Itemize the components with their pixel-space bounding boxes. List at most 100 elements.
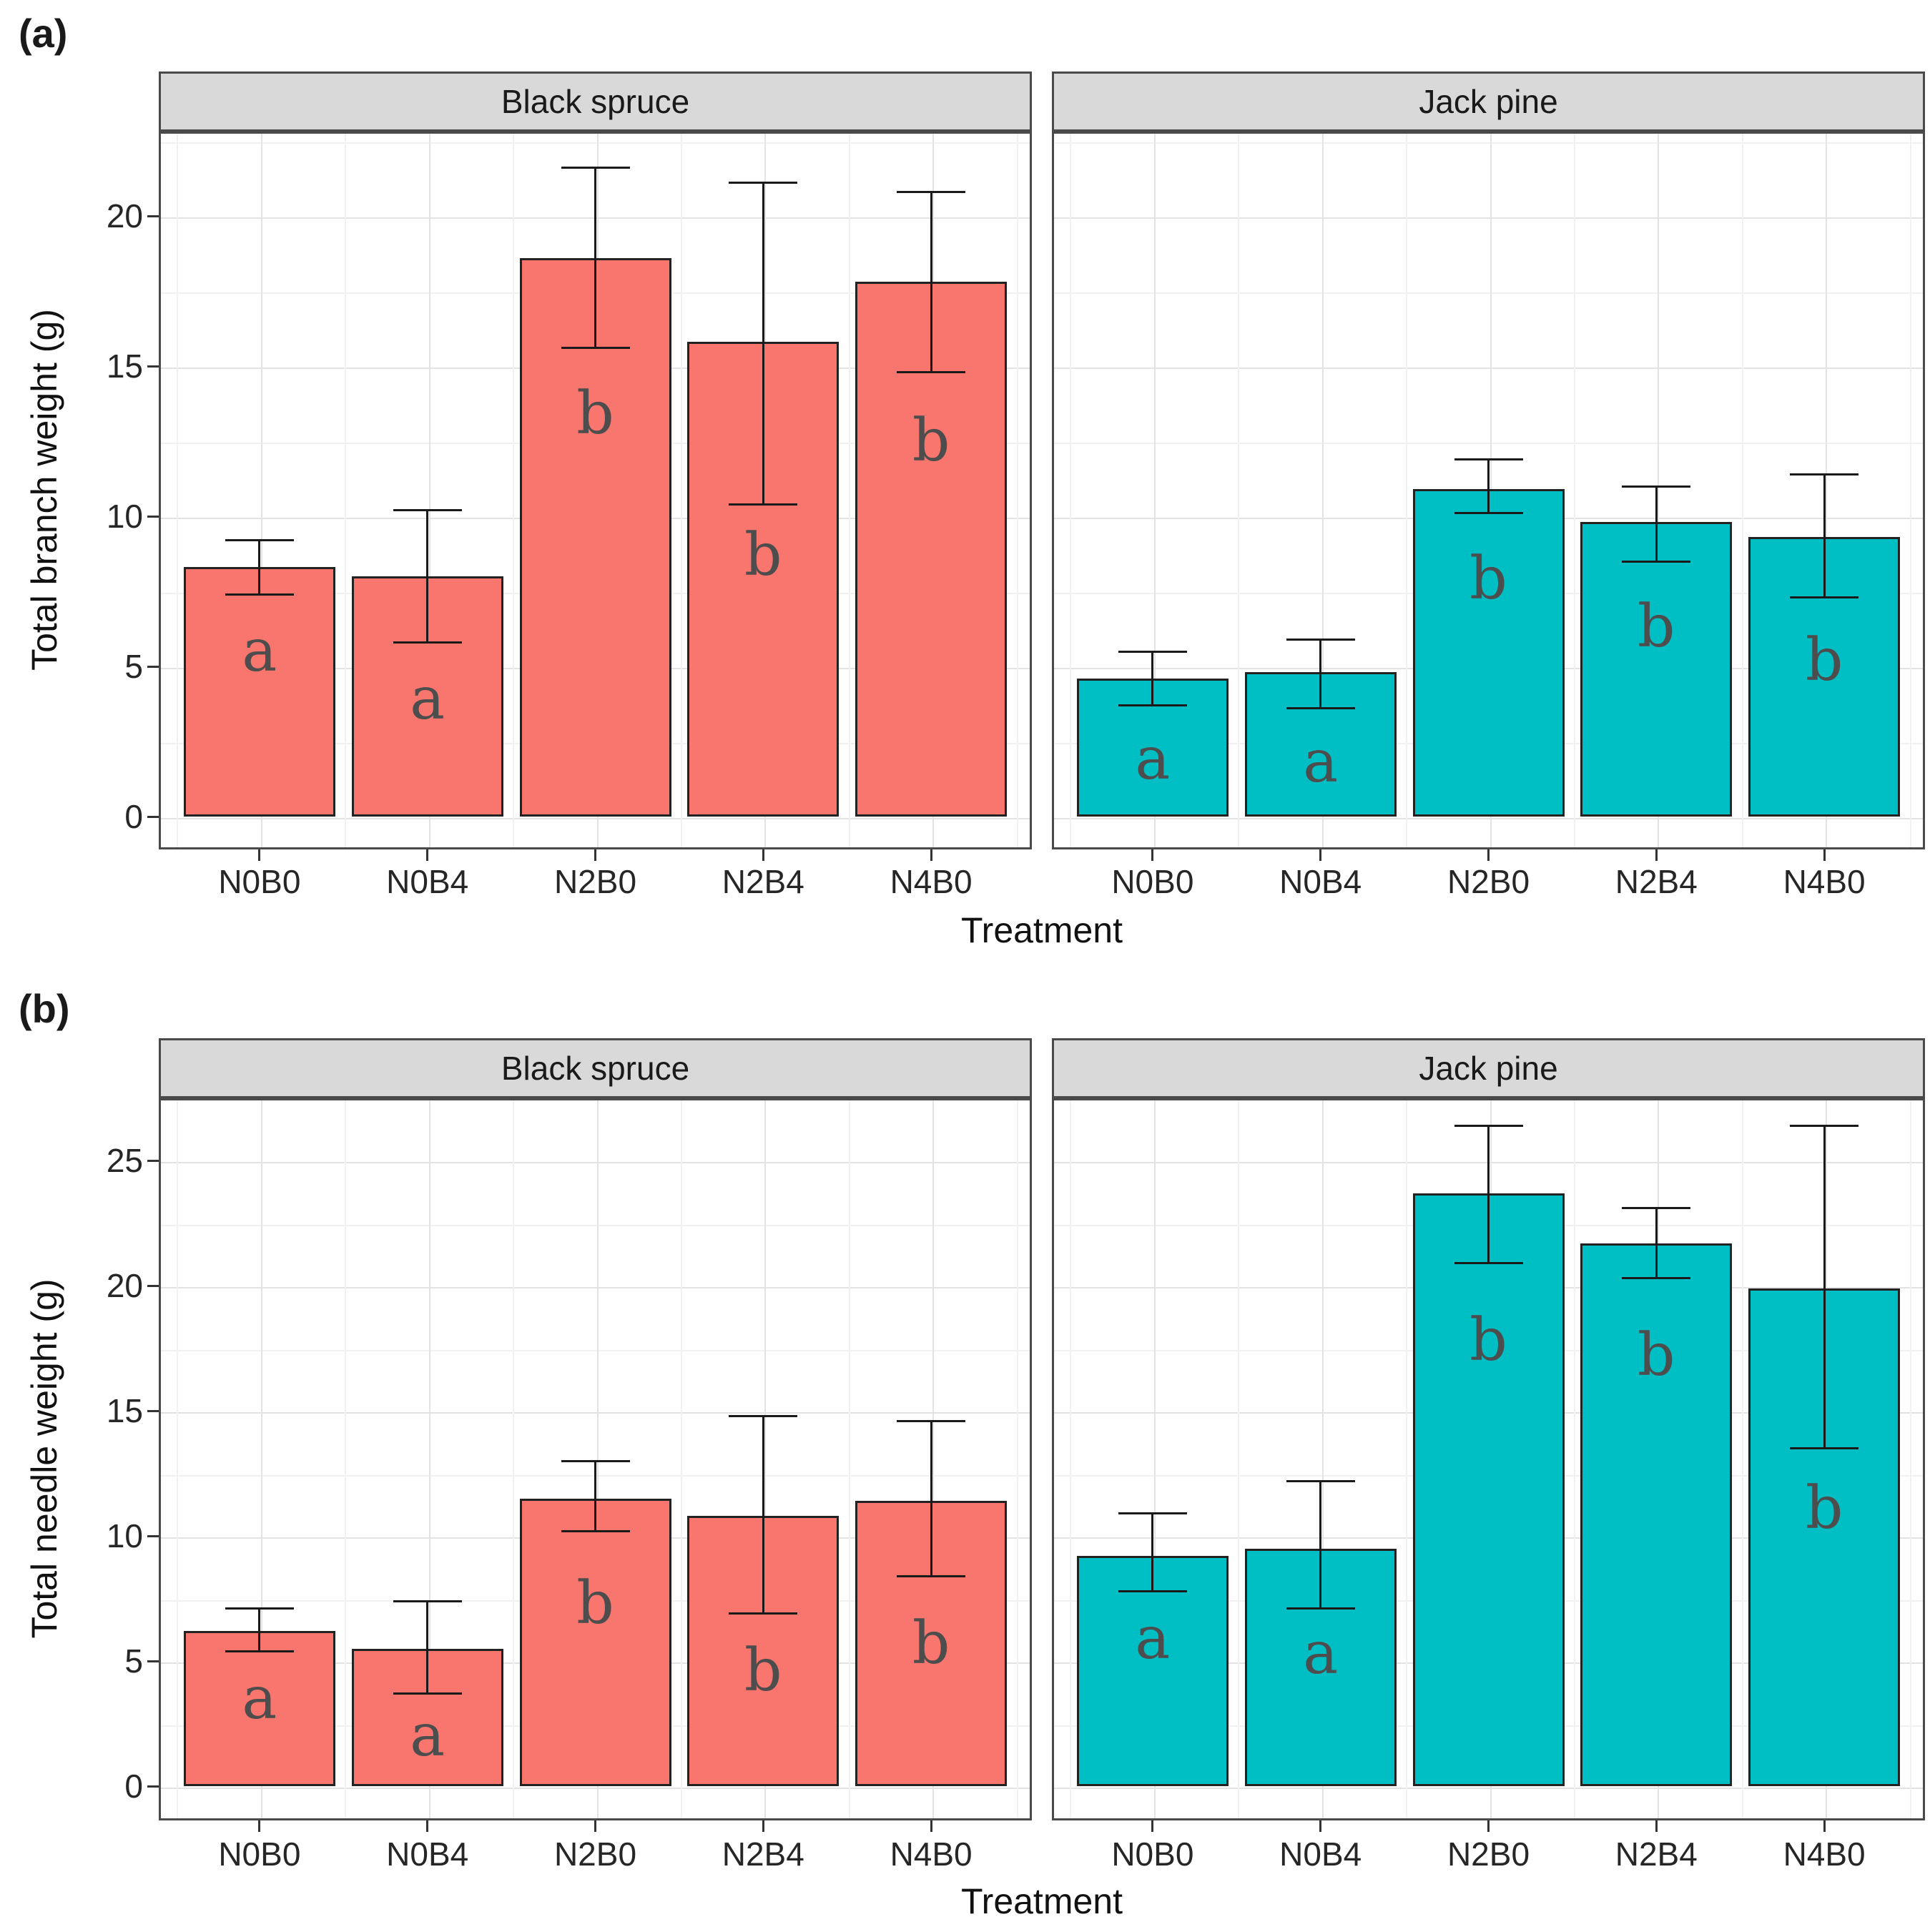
error-bar-cap-bottom [561,347,630,350]
gridline-minor-v [1016,134,1018,847]
y-axis-tick [147,215,159,217]
x-tick-label: N0B4 [386,1835,469,1873]
x-tick-label: N4B0 [1783,1835,1866,1873]
error-bar-line [594,167,596,348]
error-bar-line [1487,1125,1490,1263]
error-bar-line [1151,651,1154,706]
gridline-minor-v [1070,134,1072,847]
x-axis-tick [762,1820,764,1832]
x-tick-label: N2B0 [1447,863,1530,900]
gridline-minor-v [1573,1100,1575,1818]
y-axis-tick [147,1785,159,1788]
y-axis-tick [147,515,159,518]
significance-letter: b [912,407,950,475]
y-axis-tick [147,1159,159,1162]
x-tick-label: N0B4 [386,863,469,900]
error-bar-line [1823,1125,1826,1449]
y-tick-label: 0 [124,798,143,835]
gridline-minor-v [345,134,347,847]
bar-n0b0 [1076,1556,1229,1786]
gridline-minor-v [513,134,515,847]
gridline-major-h [1054,217,1923,219]
error-bar-cap-bottom [1286,1607,1355,1610]
y-tick-label: 15 [106,348,143,385]
error-bar-cap-bottom [393,641,462,644]
x-tick-label: N2B0 [553,863,637,900]
significance-letter: a [1135,1604,1171,1672]
significance-letter: b [744,1637,782,1705]
significance-letter: b [576,380,614,448]
y-tick-label: 25 [106,1142,143,1179]
x-axis-tick [1151,849,1154,861]
gridline-minor-v [680,1100,682,1818]
error-bar-cap-bottom [1622,560,1691,563]
y-tick-label: 0 [124,1768,143,1805]
significance-letter: b [1638,593,1675,661]
error-bar-cap-bottom [393,1692,462,1695]
significance-letter: a [410,1702,445,1770]
gridline-minor-h [161,1349,1030,1351]
error-bar-line [930,1421,932,1576]
gridline-major-h [161,818,1030,819]
error-bar-cap-top [1622,1207,1691,1209]
error-bar-line [1655,1208,1658,1278]
error-bar-line [930,192,932,373]
error-bar-cap-top [1286,1479,1355,1482]
error-bar-cap-top [729,1414,798,1417]
error-bar-cap-bottom [1118,1590,1187,1592]
error-bar-line [1487,459,1490,513]
y-tick-label: 5 [124,1642,143,1680]
x-axis-tick [1487,1820,1490,1832]
x-tick-label: N2B0 [553,1835,637,1873]
x-tick-label: N0B0 [1111,1835,1194,1873]
significance-letter: b [576,1569,614,1637]
x-axis-tick [258,1820,261,1832]
significance-letter: a [242,1664,277,1733]
panel-tag-a: (a) [19,11,68,56]
significance-letter: a [242,617,277,685]
error-bar-cap-top [729,182,798,184]
error-bar-line [1823,474,1826,598]
error-bar-line [762,182,764,505]
panel-tag-b: (b) [19,986,70,1031]
error-bar-line [1655,486,1658,561]
gridline-major-v [428,1100,430,1818]
error-bar-cap-top [1790,473,1859,475]
x-axis-tick [1655,849,1658,861]
x-axis-tick [930,849,932,861]
gridline-minor-v [848,1100,850,1818]
y-axis-tick [147,1284,159,1287]
x-tick-label: N2B4 [1615,1835,1698,1873]
error-bar-cap-bottom [225,593,294,596]
gridline-minor-v [1741,1100,1743,1818]
gridline-minor-v [177,1100,179,1818]
error-bar-cap-top [225,1607,294,1610]
y-axis-tick [147,1409,159,1412]
gridline-major-v [1658,134,1660,847]
error-bar-cap-bottom [729,503,798,506]
gridline-minor-h [1054,443,1923,444]
bar-n2b4 [1580,522,1733,817]
gridline-minor-v [513,1100,515,1818]
error-bar-cap-top [1454,1124,1523,1127]
gridline-major-h [161,1412,1030,1414]
gridline-minor-v [1238,134,1240,847]
facet-strip-black-spruce: Black spruce [159,1038,1032,1098]
gridline-minor-h [161,142,1030,144]
significance-letter: b [1805,626,1843,694]
significance-letter: a [1135,725,1171,794]
gridline-major-h [1054,368,1923,369]
error-bar-line [426,510,429,643]
error-bar-cap-top [561,167,630,169]
error-bar-cap-top [393,1600,462,1602]
gridline-major-h [161,1788,1030,1789]
error-bar-cap-bottom [729,1612,798,1615]
y-tick-label: 20 [106,1267,143,1304]
gridline-major-v [1153,134,1156,847]
error-bar-line [1319,1481,1322,1609]
error-bar-cap-bottom [1454,512,1523,515]
error-bar-cap-top [897,1419,966,1422]
y-axis-tick [147,1660,159,1662]
error-bar-cap-top [1286,638,1355,641]
x-axis-tick [258,849,261,861]
